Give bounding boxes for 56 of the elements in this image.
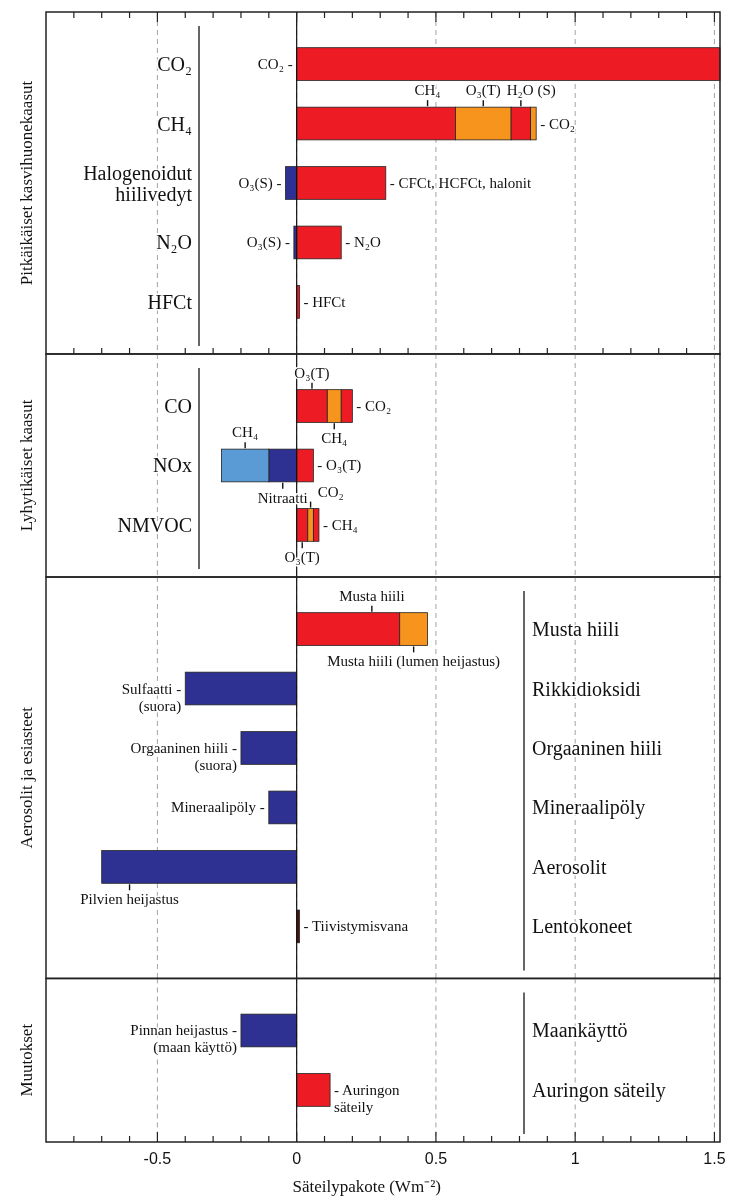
- y-tick-label: Auringon säteily: [532, 1078, 666, 1102]
- annotation: CO₂: [317, 483, 344, 500]
- text: Aerosolit ja esiasteet: [17, 706, 36, 849]
- annotation: O₃(T): [465, 82, 501, 100]
- annotation: Orgaaninen hiili - (suora): [130, 739, 237, 774]
- x-tick-label: 1.5: [703, 1150, 726, 1167]
- x-tick-label: 0.5: [424, 1150, 448, 1167]
- x-tick-label: 0: [292, 1150, 302, 1167]
- annotation: O₃(S) -: [238, 174, 282, 192]
- annotation: Mineraalipöly -: [171, 799, 265, 816]
- text: Muutokset: [17, 1023, 36, 1097]
- annotation: - O₃(T): [317, 457, 362, 475]
- y-tick-label: Mineraalipöly: [532, 796, 646, 820]
- y-tick-label: Maankäyttö: [532, 1019, 628, 1043]
- annotation: - Auringon säteily: [334, 1081, 400, 1115]
- annotation: CH₄: [321, 430, 348, 447]
- y-tick-label: Rikkidioksidi: [532, 677, 642, 700]
- annotation: - Tiivistymisvana: [303, 918, 409, 935]
- annotation: - CFCt, HCFCt, halonit: [389, 174, 532, 191]
- annotation: Pinnan heijastus - (maan käyttö): [130, 1022, 237, 1057]
- annotation: - HFCt: [303, 293, 347, 310]
- annotation: Sulfaatti - (suora): [121, 680, 182, 715]
- y-tick-label: CH₄: [157, 112, 193, 135]
- y-tick-label: N₂O: [156, 231, 192, 254]
- annotation: Musta hiili: [339, 587, 405, 604]
- bar: [268, 790, 298, 825]
- annotation: - CO₂: [356, 398, 392, 415]
- annotation: CH₄: [232, 424, 259, 441]
- annotation: CO₂ -: [257, 56, 293, 73]
- y-tick-label: Lentokoneet: [532, 915, 633, 938]
- bar: [240, 731, 298, 765]
- y-tick-label: Aerosolit: [532, 855, 607, 878]
- annotation: Pilvien heijastus: [80, 891, 180, 908]
- bar: [184, 671, 298, 706]
- y-tick-label: Orgaaninen hiili: [532, 736, 663, 760]
- annotation: CH₄: [414, 82, 441, 99]
- x-tick-label: 1: [570, 1150, 580, 1167]
- bar: [296, 225, 342, 260]
- annotation: - N₂O: [345, 234, 382, 251]
- y-tick-label: Halogenoidut hiilivedyt: [83, 161, 193, 206]
- x-tick-label: -0.5: [143, 1150, 172, 1167]
- annotation: Musta hiili (lumen heijastus): [327, 653, 501, 671]
- y-tick-label: CO₂: [157, 53, 192, 76]
- annotation: - CO₂: [540, 115, 575, 132]
- y-tick-label: Musta hiili: [532, 618, 620, 641]
- bar: [101, 850, 298, 884]
- y-tick-label: NOx: [153, 454, 192, 477]
- annotation: H₂O (S): [506, 82, 556, 100]
- annotation: O₃(S) -: [246, 234, 290, 252]
- y-tick-label: CO: [164, 395, 192, 418]
- y-tick-label: NMVOC: [117, 513, 192, 536]
- y-tick-label: HFCt: [147, 290, 193, 313]
- text: Pitkäikäiset kasvihuonekaasut: [17, 80, 36, 286]
- x-axis-title: Säteilypakote (Wm⁻²): [292, 1177, 441, 1196]
- text: Lyhytikäiset kaasut: [17, 399, 36, 532]
- annotation: - CH₄: [322, 516, 358, 533]
